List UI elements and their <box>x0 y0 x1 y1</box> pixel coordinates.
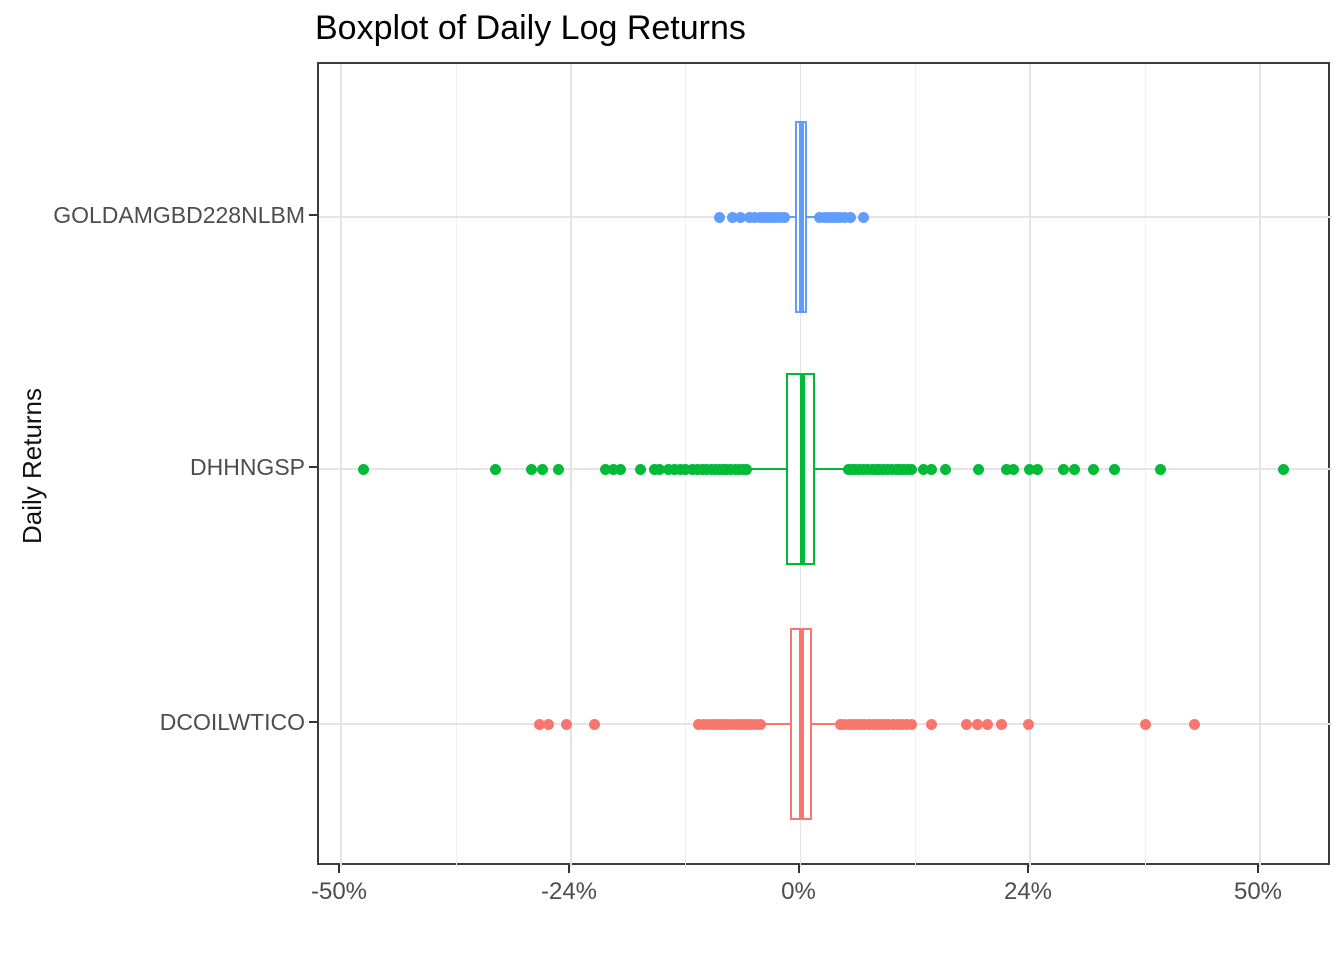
outlier-dot <box>727 211 739 223</box>
x-axis-tick-label: -50% <box>310 878 368 905</box>
outlier-dot <box>838 211 850 223</box>
outlier-dot <box>1023 463 1035 475</box>
gridline-x-minor <box>455 64 457 867</box>
gridline-x-major <box>1259 64 1261 867</box>
outlier-dot <box>844 211 856 223</box>
outlier-dot <box>635 463 647 475</box>
outlier-dot <box>778 211 790 223</box>
outlier-dot <box>1058 463 1070 475</box>
y-tick-mark <box>309 721 317 723</box>
outlier-dot <box>734 211 746 223</box>
outlier-dot <box>1008 463 1020 475</box>
outlier-dot <box>1140 718 1152 730</box>
outlier-dot <box>940 463 952 475</box>
y-axis-tick-label: DHHNGSP <box>189 454 305 480</box>
x-tick-mark <box>1257 865 1259 873</box>
outlier-dot <box>905 718 917 730</box>
outlier-dot <box>971 718 983 730</box>
outlier-dot <box>1032 463 1044 475</box>
outlier-dot <box>553 463 565 475</box>
outlier-dot <box>1068 463 1080 475</box>
chart-title: Boxplot of Daily Log Returns <box>315 9 746 47</box>
x-axis-tick-label: -24% <box>540 878 598 905</box>
x-tick-mark <box>338 865 340 873</box>
outlier-dot <box>648 463 660 475</box>
boxplot-median <box>799 373 805 565</box>
outlier-dot <box>1108 463 1120 475</box>
outlier-dot <box>663 463 675 475</box>
outlier-dot <box>1278 463 1290 475</box>
outlier-dot <box>995 718 1007 730</box>
gridline-x-major <box>340 64 342 867</box>
outlier-dot <box>615 463 627 475</box>
outlier-dot <box>926 463 937 475</box>
outlier-dot <box>674 463 686 475</box>
outlier-dot <box>692 718 704 730</box>
x-axis-tick-label: 50% <box>1233 878 1283 905</box>
outlier-dot <box>1189 718 1201 730</box>
outlier-dot <box>982 718 994 730</box>
gridline-x-major <box>570 64 572 867</box>
outlier-dot <box>537 463 549 475</box>
x-tick-mark <box>1027 865 1029 873</box>
outlier-dot <box>961 718 973 730</box>
x-tick-mark <box>797 865 800 873</box>
x-axis-tick-label: 0% <box>781 878 816 905</box>
y-tick-mark <box>309 214 317 216</box>
outlier-dot <box>713 211 725 223</box>
outlier-dot <box>543 718 555 730</box>
outlier-dot <box>1022 718 1034 730</box>
boxplot-median <box>798 628 804 820</box>
outlier-dot <box>599 463 611 475</box>
outlier-dot <box>654 463 666 475</box>
outlier-dot <box>741 463 753 475</box>
outlier-dot <box>525 463 537 475</box>
y-axis-tick-label: DCOILWTICO <box>159 709 305 735</box>
outlier-dot <box>1154 463 1166 475</box>
outlier-dot <box>607 463 619 475</box>
outlier-dot <box>905 463 917 475</box>
gridline-x-minor <box>1144 64 1146 867</box>
boxplot-median <box>798 121 804 313</box>
y-axis-tick-label: GOLDAMGBD228NLBM <box>53 202 305 228</box>
x-axis-tick-label: 24% <box>1003 878 1053 905</box>
outlier-dot <box>918 463 930 475</box>
outlier-dot <box>357 463 369 475</box>
outlier-dot <box>668 463 680 475</box>
outlier-dot <box>1088 463 1100 475</box>
plot-panel <box>317 62 1332 867</box>
outlier-dot <box>749 211 761 223</box>
outlier-dot <box>858 211 870 223</box>
outlier-dot <box>680 463 692 475</box>
outlier-dot <box>589 718 601 730</box>
outlier-dot <box>754 718 766 730</box>
outlier-dot <box>972 463 984 475</box>
x-tick-mark <box>568 865 570 873</box>
outlier-dot <box>533 718 545 730</box>
outlier-dot <box>490 463 502 475</box>
outlier-dot <box>1000 463 1012 475</box>
outlier-dot <box>926 718 937 730</box>
outlier-dot <box>561 718 573 730</box>
y-tick-mark <box>309 466 317 468</box>
